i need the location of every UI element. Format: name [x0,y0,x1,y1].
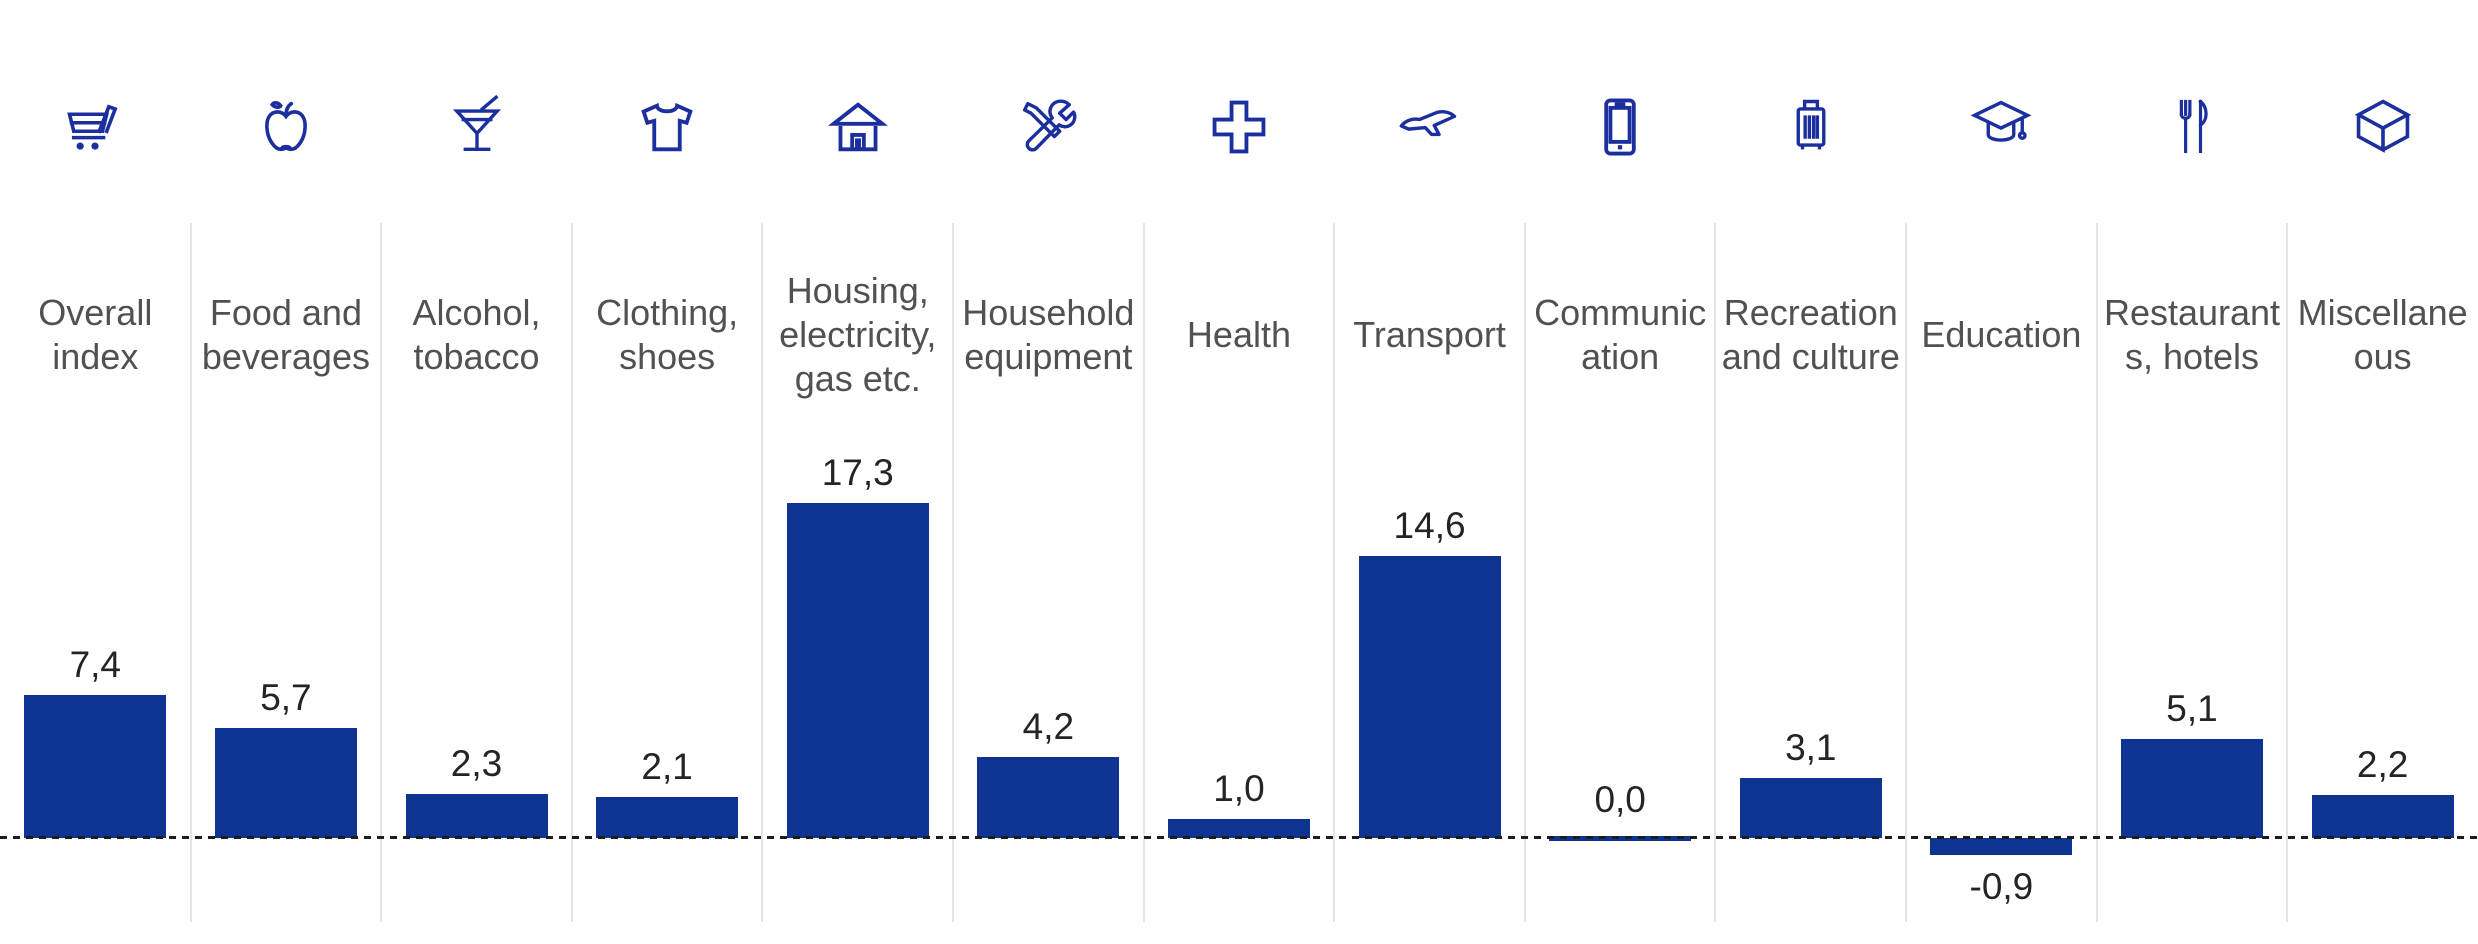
zero-baseline [0,836,2478,839]
cocktail-icon [381,92,572,162]
cutlery-icon [2097,92,2288,162]
bar [24,694,167,838]
bar [2121,739,2263,838]
category-column-housing-electricity-gas-etc: Housing, electricity, gas etc. 17,3 [761,0,953,944]
category-column-recreation-and-culture: Recreation and culture 3,1 [1714,0,1906,944]
bar [2311,795,2454,838]
bar-value-label: 2,3 [450,742,503,784]
bar-value-label: -0,9 [1969,866,2034,908]
tools-icon [953,92,1144,162]
bar [1167,818,1310,838]
category-label: Food and beverages [201,292,370,377]
apple-icon [191,92,382,162]
category-label: Alcohol, tobacco [412,292,541,377]
category-label: Communic ation [1534,292,1707,377]
bar-value-label: 4,2 [1022,705,1075,747]
category-column-household-equipment: Household equipment 4,2 [952,0,1144,944]
category-column-alcohol-tobacco: Alcohol, tobacco 2,3 [380,0,572,944]
medical-cross-icon [1144,92,1335,162]
category-column-health: Health 1,0 [1142,0,1335,944]
category-label: Recreation and culture [1721,292,1900,377]
tshirt-icon [572,92,763,162]
category-label: Education [1921,314,2082,355]
bar-value-label: 14,6 [1393,504,1466,546]
category-column-restaurants-hotels: Restaurant s, hotels 5,1 [2095,0,2288,944]
bar-value-label: 3,1 [1785,727,1837,769]
category-column-education: Education -0,9 [1905,0,2097,944]
category-label: Overall index [38,292,153,377]
house-icon [762,92,953,162]
bar [596,797,739,838]
category-label: Transport [1353,314,1506,355]
category-column-transport: Transport 14,6 [1333,0,1525,944]
bar-value-label: 2,2 [2356,744,2409,786]
bar-value-label: 5,7 [260,676,312,718]
suitcase-icon [1715,92,1906,162]
bar-value-label: 0,0 [1594,779,1646,820]
category-label: Household equipment [962,292,1135,377]
category-column-food-and-beverages: Food and beverages 5,7 [189,0,382,944]
category-column-miscellaneous: Miscellane ous 2,2 [2286,0,2478,944]
bar-value-label: 1,0 [1213,767,1265,809]
bar [1739,778,1882,838]
cube-icon [2287,92,2478,162]
smartphone-icon [1525,92,1716,162]
category-column-clothing-shoes: Clothing, shoes 2,1 [570,0,763,944]
bar-value-label: 5,1 [2166,688,2218,730]
bar-value-label: 17,3 [821,452,894,494]
category-label: Health [1186,314,1291,355]
bar [1930,838,2073,856]
bar [405,793,548,838]
graduation-cap-icon [1906,92,2097,162]
bar-value-label: 2,1 [641,746,693,788]
bar-value-label: 7,4 [69,643,122,685]
category-label: Miscellane ous [2297,292,2468,377]
category-label: Clothing, shoes [596,292,739,377]
shopping-cart-icon [0,92,191,162]
bar [786,503,929,838]
bar [1358,555,1501,838]
category-column-overall-index: Overall index 7,4 [0,0,191,944]
bar [977,756,1120,838]
bar [214,727,357,838]
category-label: Restaurant s, hotels [2103,292,2281,377]
category-column-communication: Communic ation 0,0 [1523,0,1716,944]
airplane-icon [1334,92,1525,162]
category-label: Housing, electricity, gas etc. [779,270,937,399]
